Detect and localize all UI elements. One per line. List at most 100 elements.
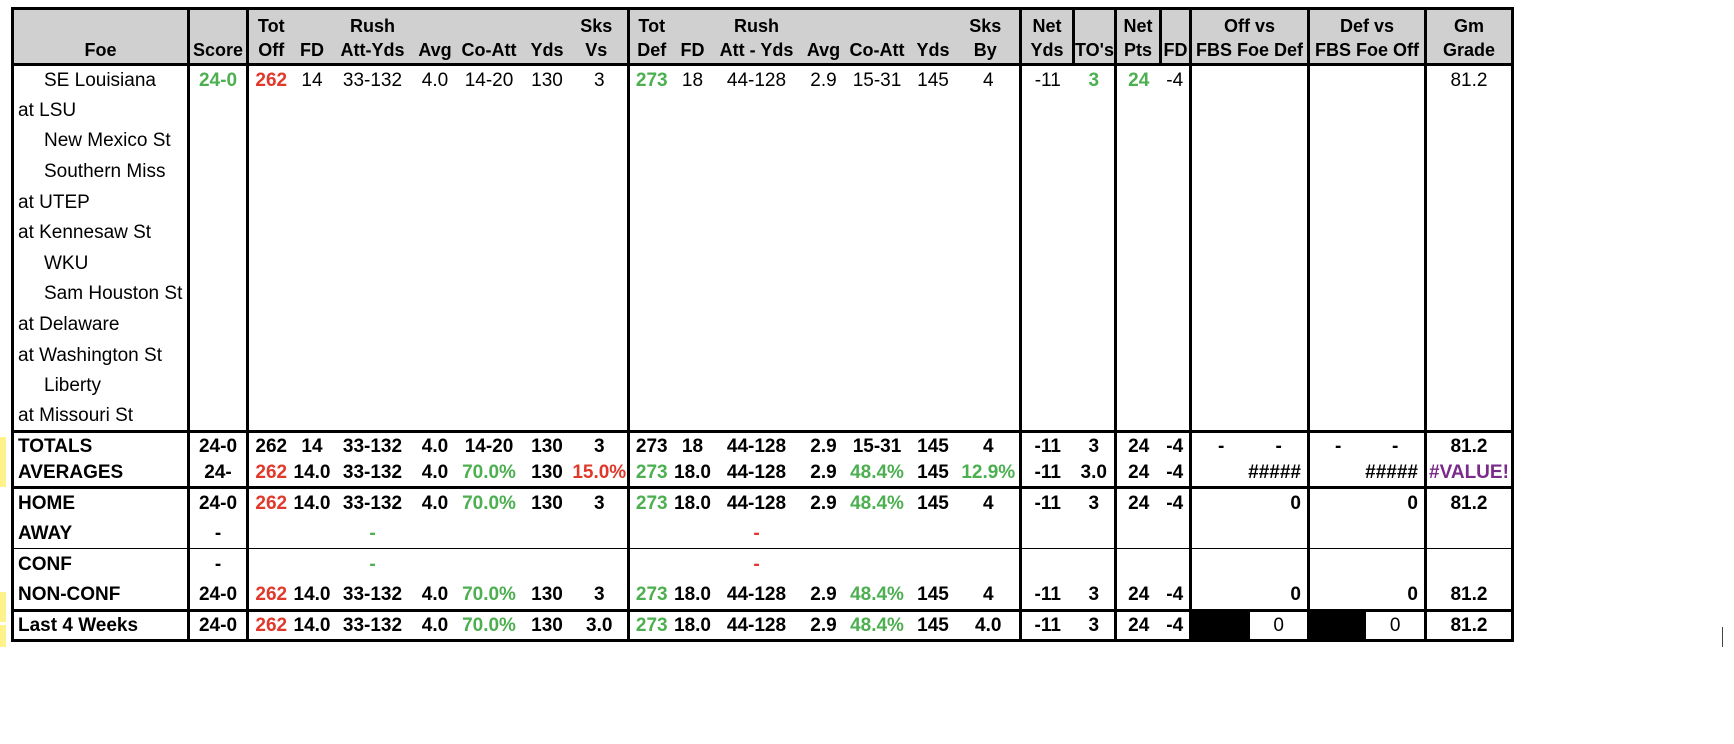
game-row: Southern Miss xyxy=(11,156,1514,187)
game-dyds xyxy=(909,126,958,157)
summary-sks-vs: 3 xyxy=(593,583,605,605)
summary-grade xyxy=(1423,518,1514,549)
summary-net-pts: 24 xyxy=(1113,486,1161,519)
game-net-fd xyxy=(1160,309,1190,340)
summary-dyds: 145 xyxy=(908,430,958,460)
game-fbs-cell xyxy=(1306,278,1367,310)
game-drush: 44-128 xyxy=(711,63,802,96)
game-fbs-cell xyxy=(1250,63,1309,96)
game-rush xyxy=(331,187,415,218)
header-cell: Off vs xyxy=(1188,7,1309,38)
summary-fd: 14.0 xyxy=(293,583,331,605)
summary-rush: 33-132 xyxy=(330,486,415,519)
game-net-fd xyxy=(1160,370,1190,401)
game-rush xyxy=(331,340,415,371)
game-drush xyxy=(712,248,802,279)
game-rush xyxy=(331,156,415,187)
summary-net-yds xyxy=(1019,548,1074,580)
game-fd xyxy=(294,340,331,371)
game-tot-def: 273 xyxy=(627,63,674,96)
game-fbs-cell xyxy=(1250,309,1308,340)
summary-off-vs: 0 xyxy=(1188,579,1309,611)
summary-net-fd: -4 xyxy=(1166,583,1184,605)
summary-sks-vs: 3.0 xyxy=(571,609,629,643)
game-dfd xyxy=(674,401,712,432)
header-cell: Att - Yds xyxy=(711,37,802,65)
game-dyds xyxy=(909,279,958,310)
game-sks-vs xyxy=(572,187,629,218)
game-avg xyxy=(415,401,456,432)
foe-name: at LSU xyxy=(11,95,189,126)
foe-name: Sam Houston St xyxy=(11,278,189,310)
game-fd xyxy=(294,248,331,279)
summary-avg xyxy=(414,548,456,580)
row-label: TOTALS xyxy=(11,430,189,460)
header-cell: Avg xyxy=(414,37,456,65)
game-tot-def xyxy=(627,370,674,402)
game-net-yds xyxy=(1019,248,1074,279)
summary-tot-off: 262 xyxy=(246,430,294,460)
game-tot-off xyxy=(246,401,294,432)
game-dfd xyxy=(674,370,712,401)
game-tot-def xyxy=(627,125,674,157)
header-cell: FBS Foe Off xyxy=(1306,37,1426,65)
game-sks-by xyxy=(958,95,1021,126)
summary-dyds: 145 xyxy=(917,462,949,484)
header-cell xyxy=(522,7,572,38)
summary-off-vs: 0 xyxy=(1188,486,1309,519)
summary-rush: 33-132 xyxy=(342,583,403,605)
game-rush: 33-132 xyxy=(330,63,415,96)
game-fbs-cell xyxy=(1366,279,1425,310)
header-cell xyxy=(908,7,958,38)
summary-net-fd xyxy=(1160,519,1190,549)
summary-def-vs: 0 xyxy=(1306,579,1426,611)
summary-dfd: 18 xyxy=(673,430,712,460)
game-row: Sam Houston St xyxy=(11,278,1514,310)
game-dfd: 18 xyxy=(673,63,712,96)
header-cell: FD xyxy=(1158,37,1191,65)
game-rush xyxy=(331,95,415,126)
game-score xyxy=(187,339,248,371)
game-net-pts xyxy=(1113,248,1161,279)
summary-net-yds: -11 xyxy=(1019,459,1074,488)
game-tot-def xyxy=(627,401,674,432)
game-net-yds xyxy=(1019,186,1074,218)
summary-dyds: 145 xyxy=(917,583,949,605)
summary-tot-def xyxy=(627,548,674,580)
game-row: at Washington St xyxy=(11,339,1514,371)
game-drush xyxy=(712,126,802,157)
game-co-att xyxy=(456,401,523,432)
game-tos: 3 xyxy=(1073,63,1116,96)
summary-dfd: 18.0 xyxy=(673,609,712,643)
game-sks-vs xyxy=(572,340,629,371)
summary-avg: 4.0 xyxy=(414,609,456,643)
game-co-att xyxy=(456,156,523,187)
game-yds xyxy=(523,217,572,248)
header-cell: By xyxy=(957,37,1021,65)
game-avg xyxy=(415,340,456,371)
summary-avg: 4.0 xyxy=(421,583,449,605)
header-cell: FD xyxy=(293,37,331,65)
game-net-fd: -4 xyxy=(1160,63,1191,96)
game-fbs-cell xyxy=(1306,248,1367,279)
game-dfd xyxy=(674,156,712,187)
summary-def-vs xyxy=(1306,548,1426,580)
foe-name: New Mexico St xyxy=(11,125,189,157)
summary-grade: 81.2 xyxy=(1423,486,1514,519)
summary-net-yds: -11 xyxy=(1019,430,1074,460)
game-dyds xyxy=(909,95,958,126)
game-fbs-cell xyxy=(1366,340,1425,371)
summary-dco-att xyxy=(845,548,909,580)
game-rush xyxy=(331,401,415,432)
summary-dco-att: 48.4% xyxy=(850,583,904,605)
game-dco-att xyxy=(846,401,909,432)
game-net-pts xyxy=(1113,309,1161,340)
game-net-fd xyxy=(1160,126,1190,157)
game-sks-by xyxy=(958,370,1021,401)
game-dco-att xyxy=(846,156,909,187)
summary-dco-att: 15-31 xyxy=(845,430,909,460)
game-tot-off xyxy=(246,248,294,279)
game-grade xyxy=(1423,186,1514,218)
game-grade xyxy=(1423,339,1514,371)
summary-yds: 130 xyxy=(522,430,572,460)
